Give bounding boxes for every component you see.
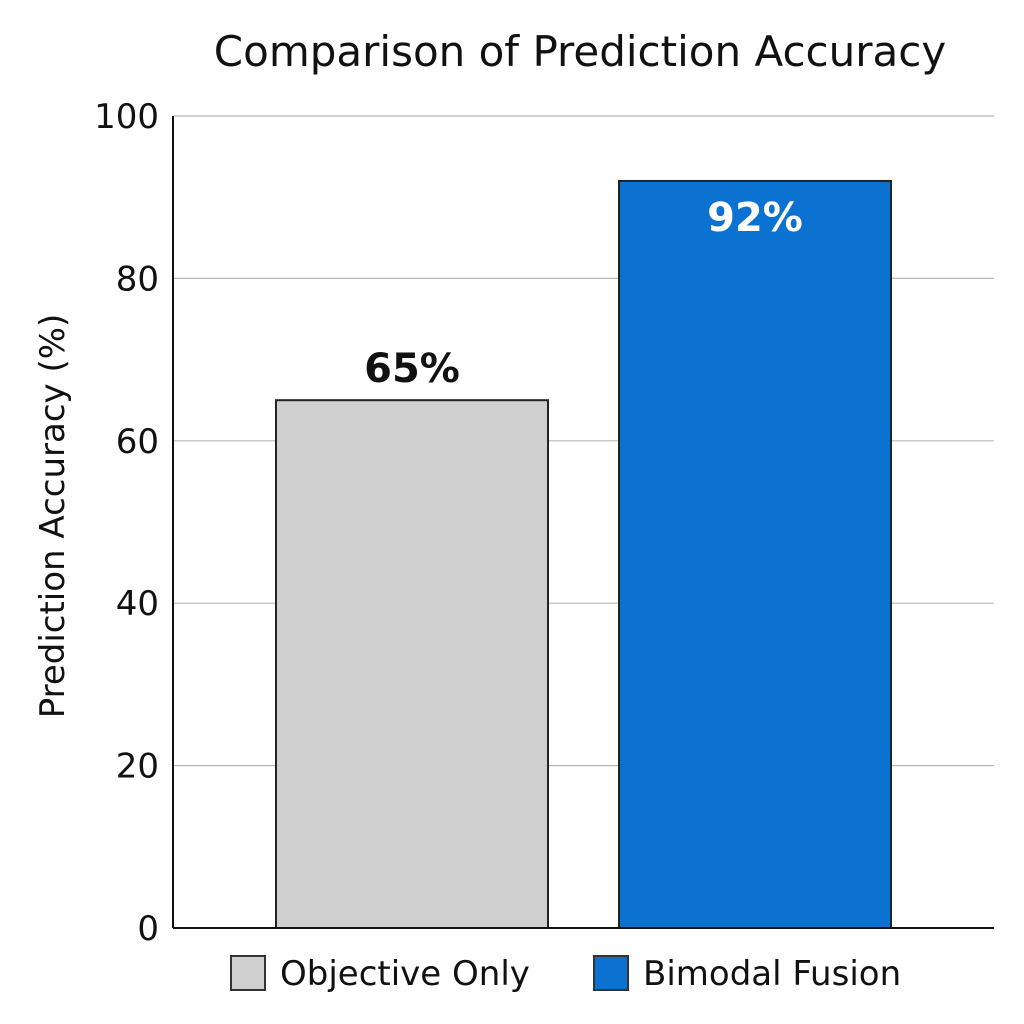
y-tick-label: 100 bbox=[94, 97, 159, 137]
bars bbox=[275, 179, 892, 929]
bar-data-label: 65% bbox=[364, 346, 460, 392]
legend-label: Objective Only bbox=[280, 954, 530, 994]
y-tick-label: 20 bbox=[116, 747, 159, 787]
y-tick-label: 60 bbox=[116, 422, 159, 462]
bar-data-label: 92% bbox=[707, 195, 803, 241]
chart-title: Comparison of Prediction Accuracy bbox=[214, 27, 946, 76]
y-tick-label: 80 bbox=[116, 259, 159, 299]
legend-swatch bbox=[230, 955, 266, 991]
legend-label: Bimodal Fusion bbox=[643, 954, 901, 994]
bar-bimodal-fusion bbox=[618, 179, 892, 929]
bar-data-labels: 65% 92% bbox=[364, 195, 803, 392]
bar-objective-only bbox=[275, 399, 549, 929]
y-tick-label: 40 bbox=[116, 584, 159, 624]
legend: Objective Only Bimodal Fusion bbox=[230, 954, 901, 994]
y-axis-ticks: 0 20 40 60 80 100 bbox=[94, 97, 159, 949]
y-tick-label: 0 bbox=[137, 909, 159, 949]
legend-swatch bbox=[593, 955, 629, 991]
y-axis-label: Prediction Accuracy (%) bbox=[33, 314, 73, 719]
